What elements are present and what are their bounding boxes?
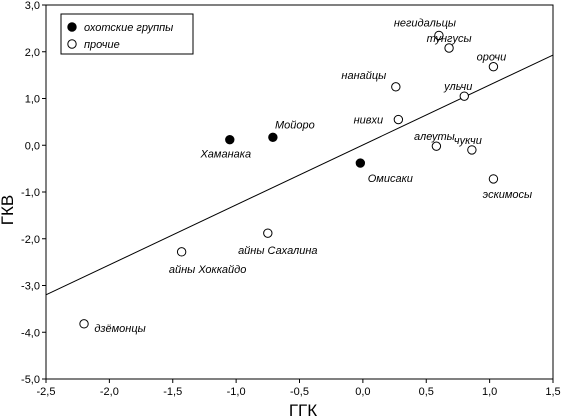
data-points: Хаманака Мойоро Омисаки негидальцы тунгусы ор… <box>79 17 532 335</box>
point-label: айны Хоккайдо <box>169 264 246 276</box>
regression-line <box>45 54 554 296</box>
y-tick-label: 3,0 <box>25 0 40 12</box>
x-tick-label: 0,5 <box>419 386 434 398</box>
y-tick-label: 0,0 <box>25 140 40 152</box>
x-tick-label: -1,5 <box>163 386 182 398</box>
regression-line-group <box>45 54 554 296</box>
point-marker-hollow <box>391 82 401 92</box>
point-marker-hollow <box>444 43 454 53</box>
x-tick-label: -1,0 <box>227 386 246 398</box>
y-axis-ticks: 3,0 2,0 1,0 0,0 -1,0 -2,0 -3,0 -4,0 -5,0 <box>21 0 46 386</box>
point-label: нанайцы <box>341 70 386 82</box>
point-marker-hollow <box>488 62 499 72</box>
legend: охотские группы прочие <box>60 13 194 55</box>
y-axis-label: ГКВ <box>0 195 17 225</box>
point-label: орочи <box>477 52 507 64</box>
x-tick-label: -0,5 <box>290 386 309 398</box>
point-marker-hollow <box>393 114 404 125</box>
point-label: Мойоро <box>275 119 315 131</box>
y-tick-label: 1,0 <box>25 94 40 106</box>
point-marker-filled <box>268 132 278 143</box>
point-label: эскимосы <box>483 189 532 201</box>
point-label: алеуты <box>414 131 455 143</box>
point-label: негидальцы <box>394 17 456 29</box>
x-axis-label: ГГК <box>289 401 317 420</box>
point-marker-hollow <box>176 247 187 257</box>
point-marker-filled <box>225 134 235 145</box>
point-marker-hollow <box>79 319 89 329</box>
point-label: чукчи <box>454 135 482 147</box>
x-tick-label: -2,0 <box>100 386 119 398</box>
legend-marker-hollow <box>67 39 77 49</box>
point-marker-hollow <box>459 91 469 101</box>
x-tick-label: 1,0 <box>482 386 497 398</box>
point-marker-filled <box>355 158 366 168</box>
x-tick-label: 0,0 <box>355 386 370 398</box>
point-marker-hollow <box>434 30 444 41</box>
point-label: дзёмонцы <box>94 323 145 335</box>
point-marker-hollow <box>467 145 477 155</box>
point-label: Омисаки <box>368 173 413 185</box>
y-tick-label: -3,0 <box>21 281 40 293</box>
legend-entry-label: охотские группы <box>84 22 173 34</box>
y-tick-label: -1,0 <box>21 187 40 199</box>
x-tick-label: 1,5 <box>545 386 560 398</box>
y-tick-label: -2,0 <box>21 234 40 246</box>
x-axis-ticks: -2,5 -2,0 -1,5 -1,0 -0,5 0,0 0,5 1,0 1,5 <box>37 379 561 398</box>
point-label: Хаманака <box>199 149 251 161</box>
point-marker-hollow <box>488 174 499 184</box>
point-marker-hollow <box>263 228 273 238</box>
x-tick-label: -2,5 <box>37 386 56 398</box>
legend-marker-filled <box>67 22 77 32</box>
point-marker-hollow <box>431 141 442 151</box>
point-label: айны Сахалина <box>238 245 318 257</box>
point-label: тунгусы <box>427 33 472 45</box>
point-label: ульчи <box>443 81 472 93</box>
y-tick-label: 2,0 <box>25 47 40 59</box>
point-label: нивхи <box>354 115 384 127</box>
y-tick-label: -5,0 <box>21 374 40 386</box>
legend-entry-label: прочие <box>84 39 120 51</box>
y-tick-label: -4,0 <box>21 327 40 339</box>
legend-box <box>60 13 194 55</box>
